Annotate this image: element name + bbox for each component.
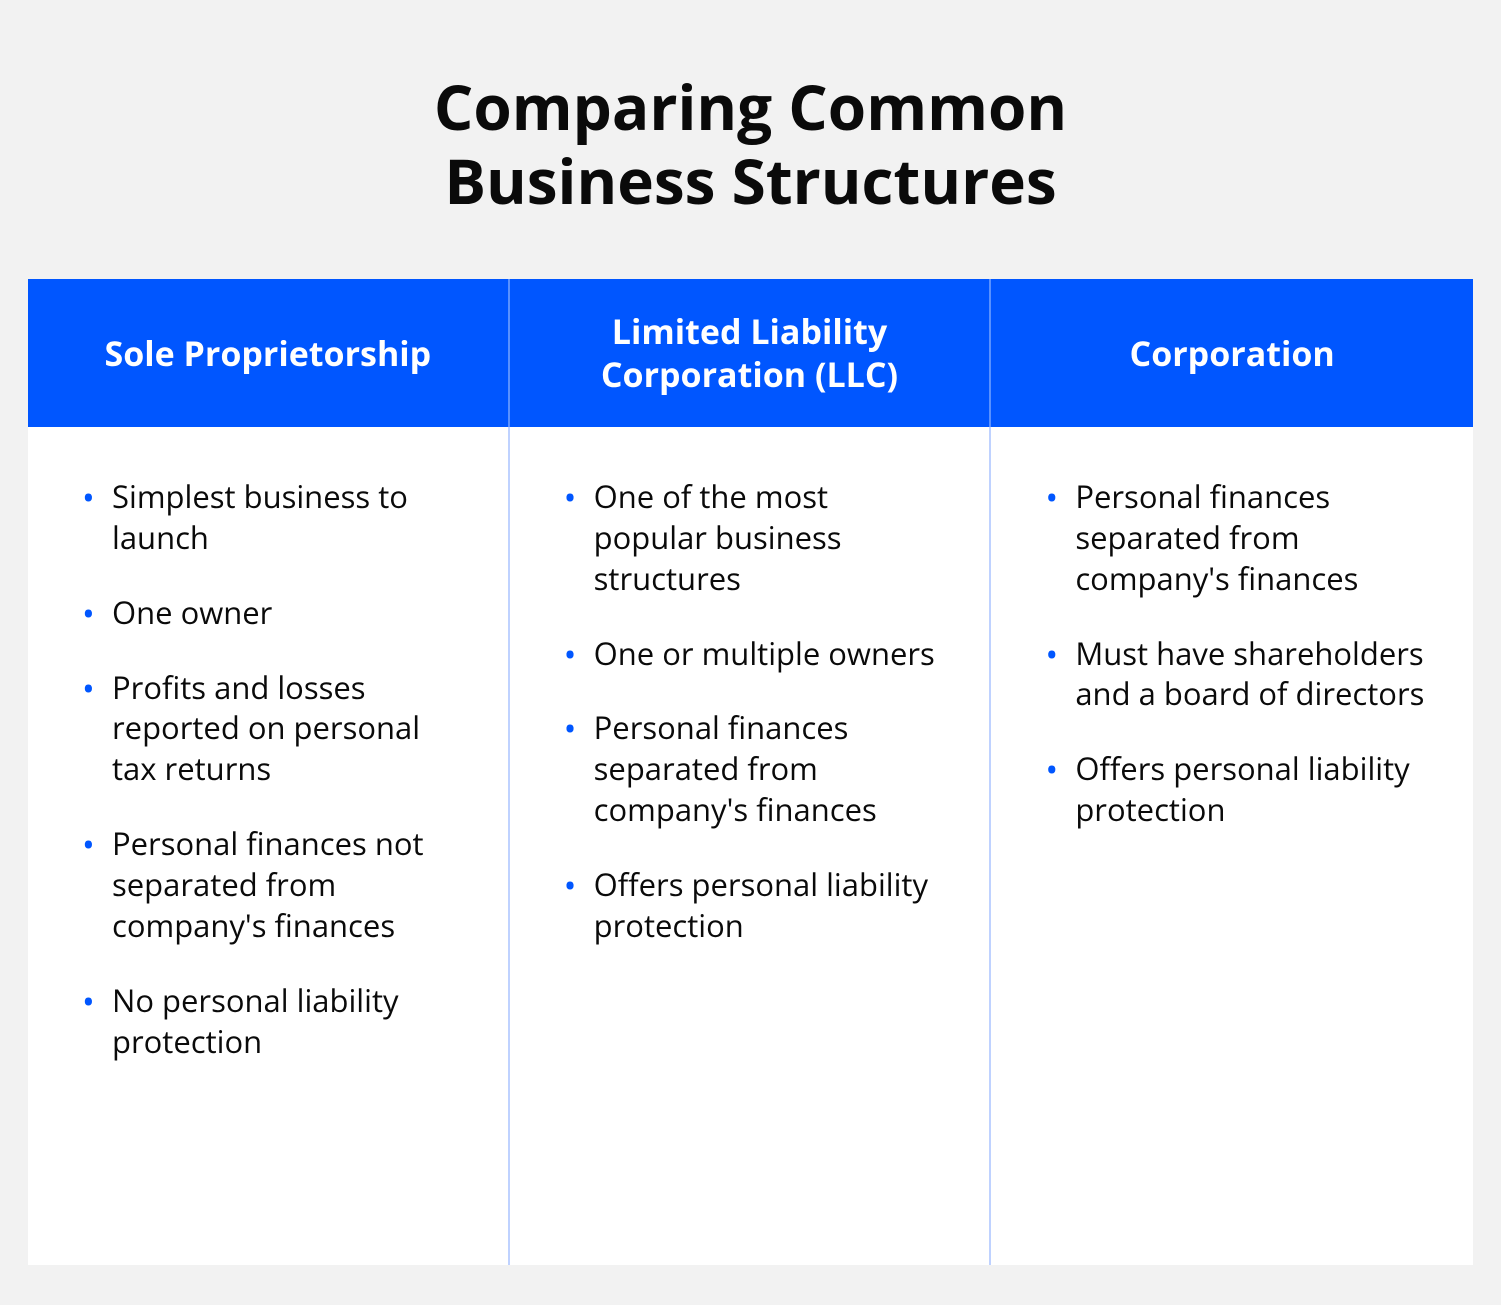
column-header: Sole Proprietorship (28, 279, 510, 427)
list-item: Offers personal liability protection (1041, 749, 1433, 831)
list-item: Profits and losses reported on personal … (78, 668, 468, 791)
column-body: One of the most popular business structu… (510, 427, 992, 1265)
title-line-2: Business Structures (444, 139, 1056, 223)
column-sole-proprietorship: Sole Proprietorship Simplest business to… (28, 279, 510, 1265)
comparison-grid: Sole Proprietorship Simplest business to… (28, 279, 1473, 1265)
list-item: One of the most popular business structu… (560, 477, 950, 600)
point-list: Personal finances separated from company… (1041, 477, 1433, 831)
list-item: One owner (78, 593, 468, 634)
column-header: Limited Liability Corporation (LLC) (510, 279, 992, 427)
title-block: Comparing Common Business Structures (0, 0, 1501, 279)
list-item: Personal finances separated from company… (1041, 477, 1433, 600)
list-item: Offers personal liability protection (560, 865, 950, 947)
column-corporation: Corporation Personal finances separated … (991, 279, 1473, 1265)
column-body: Personal finances separated from company… (991, 427, 1473, 1265)
list-item: Personal finances separated from company… (560, 708, 950, 831)
point-list: One of the most popular business structu… (560, 477, 950, 947)
column-llc: Limited Liability Corporation (LLC) One … (510, 279, 992, 1265)
list-item: Simplest business to launch (78, 477, 468, 559)
list-item: Personal finances not separated from com… (78, 824, 468, 947)
comparison-table: Sole Proprietorship Simplest business to… (0, 279, 1501, 1305)
list-item: Must have shareholders and a board of di… (1041, 634, 1433, 716)
infographic-page: Comparing Common Business Structures Sol… (0, 0, 1501, 1305)
list-item: One or multiple owners (560, 634, 950, 675)
column-header: Corporation (991, 279, 1473, 427)
title-line-1: Comparing Common (434, 65, 1067, 149)
list-item: No personal liability protection (78, 981, 468, 1063)
page-title: Comparing Common Business Structures (40, 70, 1461, 219)
point-list: Simplest business to launch One owner Pr… (78, 477, 468, 1063)
column-body: Simplest business to launch One owner Pr… (28, 427, 510, 1265)
